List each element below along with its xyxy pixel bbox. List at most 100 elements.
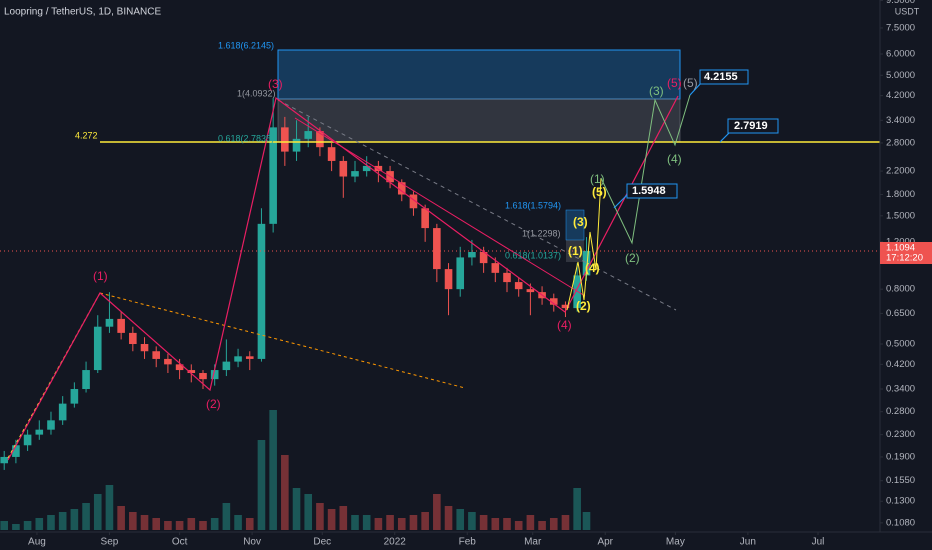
volume-bar [316, 503, 324, 530]
volume-bar [561, 515, 570, 530]
candle-body [479, 251, 488, 264]
y-tick-label: 0.1300 [886, 496, 915, 507]
y-tick-label: 0.2800 [886, 406, 915, 417]
wave-label: (3) [573, 215, 588, 229]
trend-line [99, 292, 466, 389]
wave-label: (5) [592, 185, 607, 199]
candle-body [316, 131, 324, 148]
callout-label: 1.5948 [632, 185, 666, 197]
volume-bar [397, 518, 406, 530]
x-tick-label: Oct [172, 537, 188, 548]
volume-bar [444, 506, 453, 530]
axes: 9.5000 7.5000 6.0000 5.0000 4.2000 3.4000 2.80… [28, 0, 932, 548]
candle-body [351, 171, 359, 177]
candle-body [245, 356, 254, 359]
volume-bar [304, 494, 313, 530]
volume-bar [269, 410, 277, 530]
candle-body [491, 263, 500, 273]
candle-body [47, 420, 55, 430]
x-tick-label: 2022 [384, 537, 407, 548]
y-tick-label: 0.4200 [886, 359, 915, 370]
candle-body [222, 361, 231, 371]
wave-label: (1) [568, 244, 583, 258]
candle-body [339, 160, 348, 177]
y-tick-label: 9.5000 [886, 0, 915, 6]
volume-bar [234, 515, 242, 530]
y-tick-label: 5.0000 [886, 70, 915, 81]
volume-bar [58, 512, 67, 530]
candle-body [362, 165, 371, 172]
candle-body [421, 208, 429, 229]
volume-bar [468, 512, 476, 530]
volume-bar [362, 515, 371, 530]
candle-body [374, 165, 383, 172]
wave-label: (2) [206, 397, 221, 411]
x-tick-label: May [666, 537, 685, 548]
volume-bar [245, 518, 254, 530]
wave-path [566, 177, 602, 311]
wave-label: (2) [625, 251, 640, 265]
volume-bar [210, 518, 219, 530]
candle-body [58, 403, 67, 421]
candle-body [582, 250, 591, 276]
candle-body [152, 351, 161, 359]
candle-body [0, 456, 9, 464]
plot-area [277, 49, 681, 262]
wave-label: (4) [585, 261, 600, 275]
wave-label: (3) [649, 84, 664, 98]
volume-bar [82, 503, 90, 530]
volume-bar [526, 515, 535, 530]
x-tick-label: Aug [28, 537, 46, 548]
candle-body [327, 147, 336, 161]
y-tick-label: 0.3400 [886, 384, 915, 395]
volume-bar [409, 515, 418, 530]
volume-bar [573, 488, 581, 530]
wave-label: (1) [590, 172, 605, 186]
candle-body [304, 131, 313, 139]
candle-body [269, 127, 277, 224]
wave-path [600, 94, 691, 245]
volume-bar [152, 518, 161, 530]
last-price-badge [880, 242, 932, 265]
last-price-label: 1.1094 [886, 243, 915, 254]
wave-label: (2) [576, 299, 591, 313]
trend-line [277, 99, 677, 311]
volume-bar [257, 440, 266, 530]
candle-body [70, 389, 79, 404]
volume-bar [514, 521, 523, 530]
x-tick-label: Mar [524, 537, 542, 548]
y-tick-label: 4.2000 [886, 90, 915, 101]
volume-bar [199, 521, 207, 530]
volume-bar [70, 509, 79, 530]
y-tick-label: 0.5000 [886, 339, 915, 350]
wave-label: (4) [667, 152, 682, 166]
annotations: 1.618(6.2145) 1(4.0932) 0.618(2.7835) 4.… [75, 40, 768, 411]
volume-bar [374, 518, 383, 530]
candle-body [257, 223, 266, 359]
y-tick-label: 1.5000 [886, 210, 915, 221]
volume-bar [549, 518, 558, 530]
candles [0, 98, 880, 530]
x-tick-label: Apr [597, 537, 613, 548]
candle-body [444, 269, 453, 290]
candle-body [281, 127, 289, 152]
volume-bar [35, 518, 44, 530]
x-tick-label: Nov [243, 537, 261, 548]
y-axis-unit: USDT [895, 6, 920, 16]
candle-body [129, 332, 137, 345]
candle-body [140, 344, 149, 352]
candle-body [164, 358, 172, 365]
y-tick-label: 1.2000 [886, 236, 915, 247]
candle-body [210, 370, 219, 380]
volume-bar [105, 485, 114, 530]
candle-body [175, 364, 184, 371]
candle-body [456, 257, 465, 290]
countdown-label: 17:12:20 [886, 253, 923, 264]
volume-bar [23, 521, 32, 530]
x-tick-label: Sep [101, 537, 119, 548]
candle-body [35, 429, 44, 435]
candle-body [397, 182, 406, 195]
candle-body [105, 318, 114, 327]
volume-bar [456, 509, 465, 530]
callout-box [727, 118, 779, 134]
